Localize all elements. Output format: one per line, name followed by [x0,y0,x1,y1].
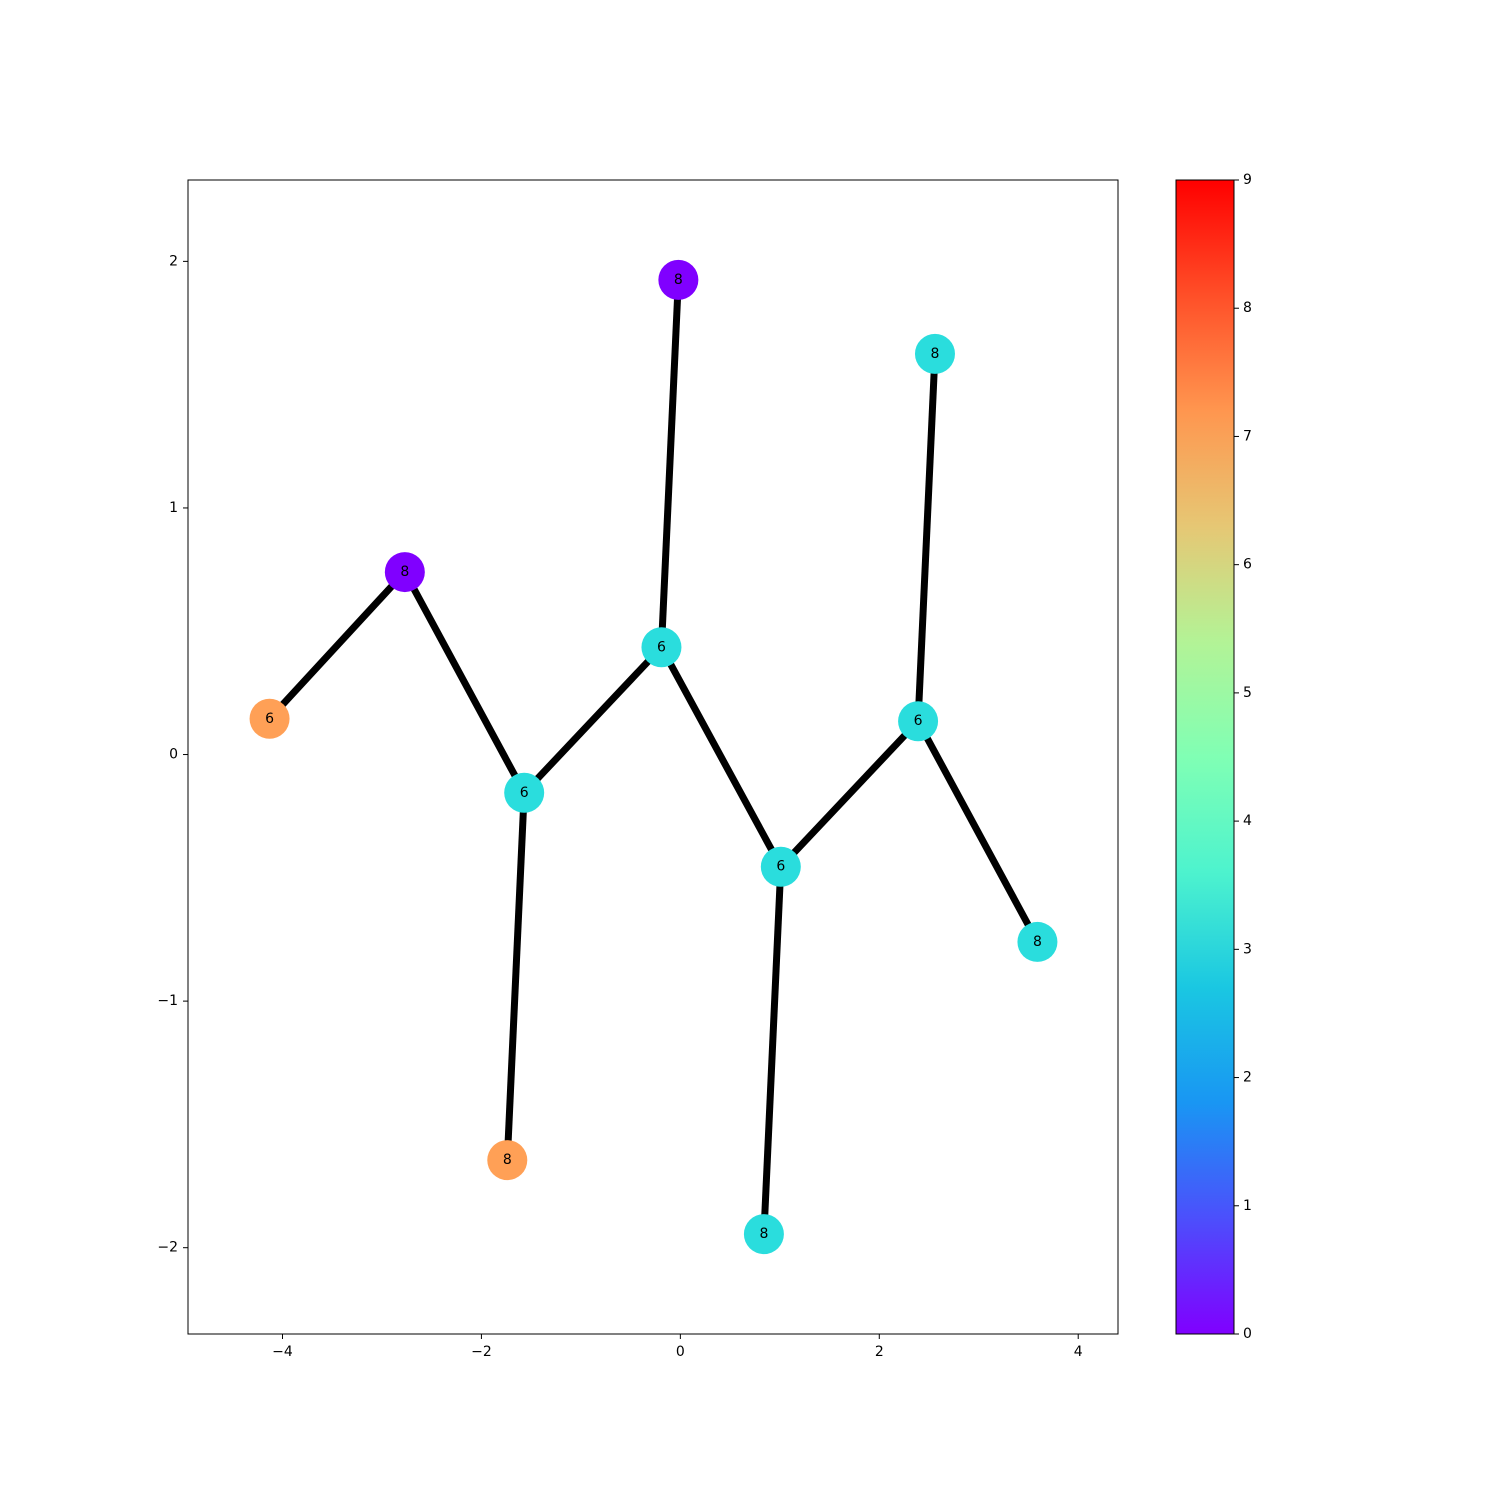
node-label: 8 [400,564,409,580]
node-label: 6 [265,711,274,727]
edge-n3-n4 [657,279,682,648]
node-label: 8 [931,346,940,362]
node-n5: 8 [487,1140,528,1181]
plot-area [188,180,1118,1334]
colorbar-tick-label: 6 [1243,557,1252,573]
colorbar-tick-label: 0 [1243,1326,1252,1342]
colorbar-tick-label: 8 [1243,300,1252,316]
edge-n8-n10 [914,719,1041,944]
plot-frame [187,179,1119,1335]
node-label: 6 [657,639,666,655]
node-n9: 8 [914,333,955,374]
node-circle [249,698,290,739]
colorbar-tick-label: 2 [1243,1070,1252,1086]
edge-n2-n5 [503,792,528,1161]
node-n3: 6 [641,627,682,668]
node-n6: 6 [760,846,801,887]
colorbar-tick-label: 4 [1243,813,1252,829]
edge-n8-n9 [914,353,939,722]
colorbar-ticks: 0 1 2 3 4 5 6 7 8 9 [1234,172,1252,1342]
colorbar-tick-label: 1 [1243,1198,1252,1214]
colorbar-tick-label: 3 [1243,941,1252,957]
edge-n6-n8 [778,718,921,870]
node-circle [384,552,425,593]
node-circle [1017,921,1058,962]
node-n1: 8 [384,552,425,593]
y-axis: −2 −1 0 1 2 [157,253,188,1256]
colorbar-frame [1175,179,1235,1335]
node-label: 8 [759,1226,768,1242]
x-tick-label: 0 [676,1344,685,1360]
edge-n6-n7 [760,866,785,1235]
node-circle [898,701,939,742]
node-circle [914,333,955,374]
nodes-layer: 6 8 6 6 8 8 6 8 6 8 8 [249,259,1058,1255]
node-n8: 6 [898,701,939,742]
node-label: 6 [776,859,785,875]
y-tick-label: −2 [157,1240,178,1256]
colorbar-tick-label: 9 [1243,172,1252,188]
node-n4: 8 [658,259,699,300]
edge-n3-n6 [658,645,784,869]
y-tick-label: 1 [169,500,178,516]
colorbar: 0 1 2 3 4 5 6 7 8 9 [1175,172,1252,1342]
x-axis: −4 −2 0 2 4 [272,1334,1083,1360]
node-label: 8 [503,1152,512,1168]
node-label: 6 [520,785,529,801]
edge-n1-n2 [401,570,528,795]
node-n7: 8 [743,1214,784,1255]
edge-n2-n3 [521,644,665,796]
y-tick-label: −1 [157,993,178,1009]
node-circle [487,1140,528,1181]
node-n10: 8 [1017,921,1058,962]
node-circle [743,1214,784,1255]
x-tick-label: −2 [471,1344,492,1360]
node-label: 8 [1033,934,1042,950]
node-label: 6 [914,713,923,729]
x-tick-label: 4 [1074,1344,1083,1360]
edges-layer [266,279,1041,1235]
colorbar-tick-label: 5 [1243,685,1252,701]
node-circle [641,627,682,668]
y-tick-label: 2 [169,253,178,269]
colorbar-gradient [1176,180,1234,1334]
node-label: 8 [674,272,683,288]
colorbar-tick-label: 7 [1243,428,1252,444]
y-tick-label: 0 [169,747,178,763]
node-circle [504,772,545,813]
node-circle [760,846,801,887]
x-tick-label: −4 [272,1344,293,1360]
edge-n0-n1 [266,569,408,722]
x-tick-label: 2 [875,1344,884,1360]
node-n2: 6 [504,772,545,813]
node-circle [658,259,699,300]
node-n0: 6 [249,698,290,739]
